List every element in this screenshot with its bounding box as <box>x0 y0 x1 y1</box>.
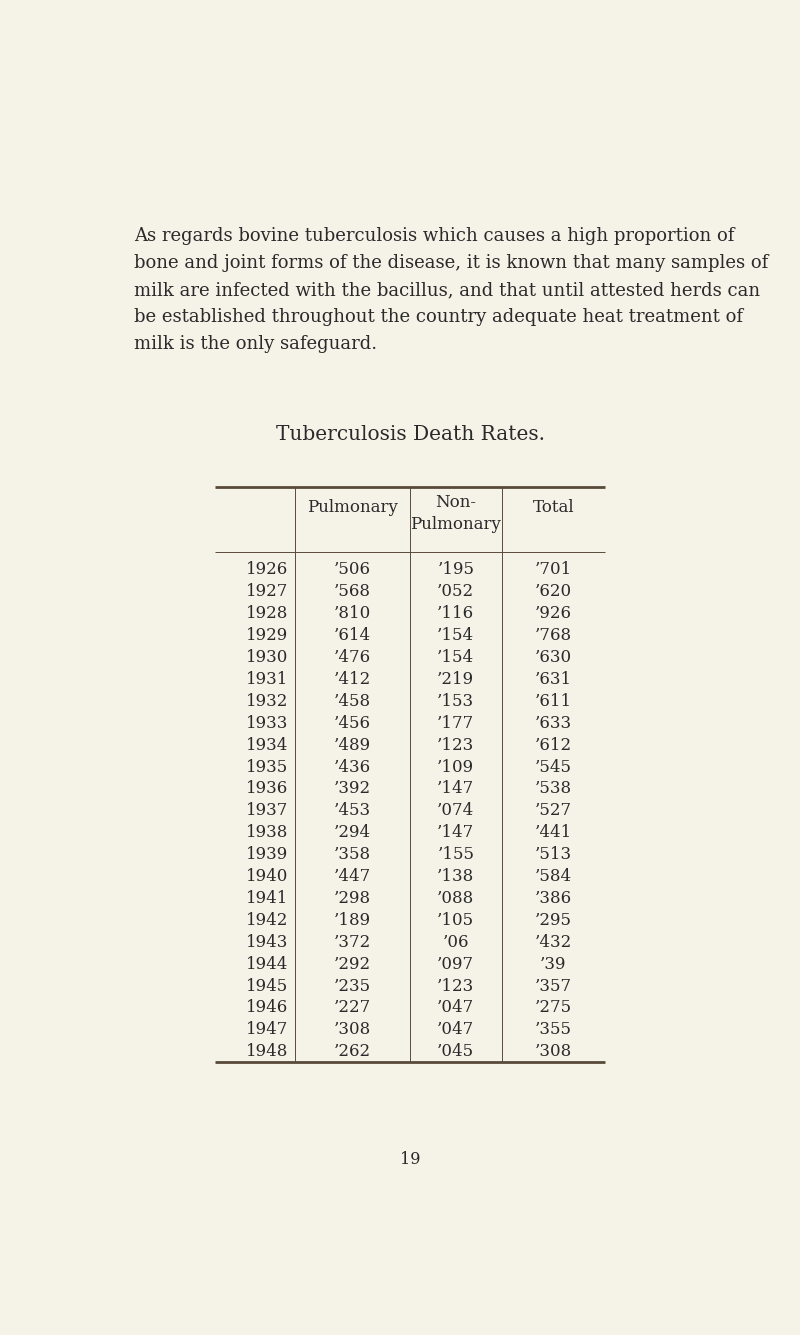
Text: Pulmonary: Pulmonary <box>307 499 398 517</box>
Text: 1926: 1926 <box>246 562 288 578</box>
Text: ’045: ’045 <box>438 1043 474 1060</box>
Text: 19: 19 <box>400 1151 420 1168</box>
Text: 1942: 1942 <box>246 912 288 929</box>
Text: 1930: 1930 <box>246 649 288 666</box>
Text: ’262: ’262 <box>334 1043 371 1060</box>
Text: 1946: 1946 <box>246 1000 288 1016</box>
Text: Pulmonary: Pulmonary <box>410 515 502 533</box>
Text: ’195: ’195 <box>438 562 474 578</box>
Text: 1929: 1929 <box>246 627 288 645</box>
Text: ’768: ’768 <box>535 627 572 645</box>
Text: ’39: ’39 <box>540 956 566 973</box>
Text: ’432: ’432 <box>535 933 572 951</box>
Text: ’308: ’308 <box>334 1021 371 1039</box>
Text: ’630: ’630 <box>535 649 572 666</box>
Text: ’568: ’568 <box>334 583 371 601</box>
Text: ’105: ’105 <box>438 912 474 929</box>
Text: ’584: ’584 <box>535 868 572 885</box>
Text: ’155: ’155 <box>438 846 474 864</box>
Text: ’06: ’06 <box>442 933 469 951</box>
Text: 1937: 1937 <box>246 802 288 820</box>
Text: ’047: ’047 <box>438 1021 474 1039</box>
Text: ’123: ’123 <box>438 737 474 754</box>
Text: ’926: ’926 <box>535 605 572 622</box>
Text: ’088: ’088 <box>438 890 474 906</box>
Text: ’412: ’412 <box>334 672 371 688</box>
Text: 1928: 1928 <box>246 605 288 622</box>
Text: ’292: ’292 <box>334 956 371 973</box>
Text: ’476: ’476 <box>334 649 371 666</box>
Text: ’298: ’298 <box>334 890 371 906</box>
Text: Total: Total <box>533 499 574 517</box>
Text: 1941: 1941 <box>246 890 288 906</box>
Text: ’154: ’154 <box>438 649 474 666</box>
Text: 1936: 1936 <box>246 781 288 797</box>
Text: 1940: 1940 <box>246 868 288 885</box>
Text: ’116: ’116 <box>438 605 474 622</box>
Text: ’372: ’372 <box>334 933 371 951</box>
Text: ’355: ’355 <box>535 1021 572 1039</box>
Text: As regards bovine tuberculosis which causes a high proportion of
bone and joint : As regards bovine tuberculosis which cau… <box>134 227 768 354</box>
Text: ’052: ’052 <box>438 583 474 601</box>
Text: 1933: 1933 <box>246 714 288 732</box>
Text: 1931: 1931 <box>246 672 288 688</box>
Text: ’506: ’506 <box>334 562 371 578</box>
Text: ’153: ’153 <box>438 693 474 710</box>
Text: ’441: ’441 <box>535 824 572 841</box>
Text: Tuberculosis Death Rates.: Tuberculosis Death Rates. <box>275 426 545 445</box>
Text: ’189: ’189 <box>334 912 371 929</box>
Text: ’701: ’701 <box>535 562 572 578</box>
Text: ’447: ’447 <box>334 868 371 885</box>
Text: ’614: ’614 <box>334 627 371 645</box>
Text: ’392: ’392 <box>334 781 371 797</box>
Text: 1934: 1934 <box>246 737 288 754</box>
Text: ’109: ’109 <box>438 758 474 776</box>
Text: ’358: ’358 <box>334 846 371 864</box>
Text: ’147: ’147 <box>438 824 474 841</box>
Text: ’489: ’489 <box>334 737 371 754</box>
Text: 1932: 1932 <box>246 693 288 710</box>
Text: ’177: ’177 <box>438 714 474 732</box>
Text: ’545: ’545 <box>535 758 572 776</box>
Text: ’235: ’235 <box>334 977 371 995</box>
Text: ’147: ’147 <box>438 781 474 797</box>
Text: ’123: ’123 <box>438 977 474 995</box>
Text: ’357: ’357 <box>535 977 572 995</box>
Text: ’631: ’631 <box>535 672 572 688</box>
Text: 1939: 1939 <box>246 846 288 864</box>
Text: ’436: ’436 <box>334 758 371 776</box>
Text: ’513: ’513 <box>535 846 572 864</box>
Text: ’456: ’456 <box>334 714 371 732</box>
Text: ’275: ’275 <box>535 1000 572 1016</box>
Text: 1948: 1948 <box>246 1043 288 1060</box>
Text: ’458: ’458 <box>334 693 371 710</box>
Text: ’138: ’138 <box>438 868 474 885</box>
Text: ’386: ’386 <box>535 890 572 906</box>
Text: ’219: ’219 <box>438 672 474 688</box>
Text: ’611: ’611 <box>535 693 572 710</box>
Text: ’633: ’633 <box>535 714 572 732</box>
Text: 1943: 1943 <box>246 933 288 951</box>
Text: ’308: ’308 <box>535 1043 572 1060</box>
Text: ’453: ’453 <box>334 802 371 820</box>
Text: 1938: 1938 <box>246 824 288 841</box>
Text: ’097: ’097 <box>438 956 474 973</box>
Text: 1947: 1947 <box>246 1021 288 1039</box>
Text: ’154: ’154 <box>438 627 474 645</box>
Text: 1935: 1935 <box>246 758 288 776</box>
Text: 1945: 1945 <box>246 977 288 995</box>
Text: ’295: ’295 <box>535 912 572 929</box>
Text: Non-: Non- <box>435 494 476 511</box>
Text: ’047: ’047 <box>438 1000 474 1016</box>
Text: ’810: ’810 <box>334 605 371 622</box>
Text: ’612: ’612 <box>535 737 572 754</box>
Text: ’227: ’227 <box>334 1000 371 1016</box>
Text: 1944: 1944 <box>246 956 288 973</box>
Text: ’538: ’538 <box>535 781 572 797</box>
Text: ’620: ’620 <box>535 583 572 601</box>
Text: 1927: 1927 <box>246 583 288 601</box>
Text: ’294: ’294 <box>334 824 371 841</box>
Text: ’527: ’527 <box>535 802 572 820</box>
Text: ’074: ’074 <box>438 802 474 820</box>
